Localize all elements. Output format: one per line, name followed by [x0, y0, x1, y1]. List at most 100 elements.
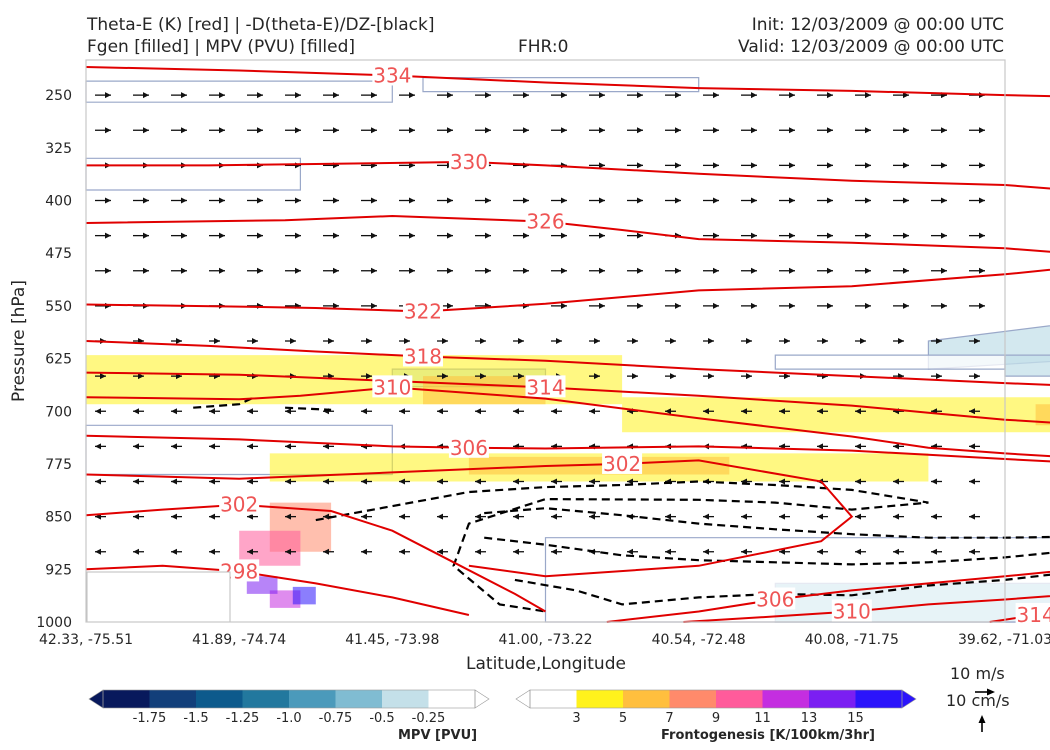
- theta-e-contour-label: 310: [833, 599, 871, 623]
- frontogenesis-region: [468, 456, 730, 475]
- wind-vector-head: [209, 478, 215, 485]
- wind-vector-head: [257, 267, 263, 274]
- wind-vector-head: [409, 162, 415, 169]
- wind-vector-head: [437, 513, 443, 520]
- wind-vector-head: [133, 478, 139, 485]
- wind-vector-head: [285, 478, 291, 485]
- wind-vector-head: [746, 373, 752, 380]
- mpv-region: [774, 354, 1006, 370]
- wind-vector-head: [637, 232, 643, 239]
- wind-vector-head: [599, 162, 605, 169]
- theta-e-contour-label: 334: [373, 63, 411, 87]
- wind-vector-head: [399, 548, 405, 555]
- ref-vertical-label: 10 cm/s: [946, 691, 1010, 710]
- frontogenesis-region: [292, 586, 316, 605]
- wind-vector-head: [741, 408, 747, 415]
- wind-vector-head: [599, 197, 605, 204]
- wind-vector-head: [551, 548, 557, 555]
- wind-vector-head: [903, 232, 909, 239]
- wind-vector-head: [171, 548, 177, 555]
- theta-e-contour-label: 302: [603, 452, 641, 476]
- fgen-colorbar-label: Frontogenesis [K/100km/3hr]: [661, 728, 875, 743]
- wind-vector-head: [561, 92, 567, 99]
- wind-vector-head: [100, 373, 106, 380]
- wind-vector-head: [523, 267, 529, 274]
- theta-e-label-bg: [402, 299, 443, 322]
- x-axis-label: Latitude,Longitude: [466, 654, 626, 674]
- x-tick-label: 40.54, -72.48: [652, 632, 746, 648]
- theta-e-label-bg: [372, 375, 413, 398]
- wind-vector-head: [637, 197, 643, 204]
- wind-vector-head: [969, 408, 975, 415]
- wind-vector-head: [333, 127, 339, 134]
- colorbar-frame: [529, 689, 903, 709]
- wind-vector-head: [333, 92, 339, 99]
- wind-vector-head: [475, 513, 481, 520]
- wind-vector-head: [637, 162, 643, 169]
- colorbar-swatch: [762, 690, 810, 708]
- theta-e-contour: [85, 386, 1050, 458]
- colorbar-frame: [102, 689, 476, 709]
- wind-vector-head: [903, 127, 909, 134]
- wind-vector-head: [903, 197, 909, 204]
- wind-vector-head: [485, 127, 491, 134]
- wind-vector-head: [855, 443, 861, 450]
- wind-vector-head: [219, 92, 225, 99]
- wind-vector-head: [95, 408, 101, 415]
- wind-vector-head: [409, 232, 415, 239]
- wind-vector-head: [784, 338, 790, 344]
- wind-vector-head: [442, 373, 448, 380]
- theta-e-contour-label: 330: [450, 150, 488, 174]
- wind-vector-head: [817, 548, 823, 555]
- wind-vector-head: [181, 92, 187, 99]
- wind-vector-head: [475, 408, 481, 415]
- wind-vector-head: [789, 232, 795, 239]
- wind-vector-head: [247, 548, 253, 555]
- wind-vector-head: [181, 232, 187, 239]
- wind-vector-head: [974, 338, 980, 344]
- wind-vector-head: [257, 92, 263, 99]
- y-tick-label: 550: [45, 299, 72, 315]
- wind-vector-head: [589, 513, 595, 520]
- wind-vector-head: [855, 408, 861, 415]
- init-time: Init: 12/03/2009 @ 00:00 UTC: [751, 15, 1004, 35]
- wind-vector-head: [285, 548, 291, 555]
- wind-vector-head: [295, 127, 301, 134]
- y-tick-label: 700: [45, 404, 72, 420]
- frontogenesis-colorbar: 3 5 7 9 11 13 15: [515, 689, 917, 726]
- wind-vector-head: [551, 408, 557, 415]
- wind-vector-head: [404, 338, 410, 344]
- theta-e-label-bg: [525, 375, 566, 398]
- colorbar-min-extension: [88, 689, 104, 709]
- wind-vector-head: [285, 408, 291, 415]
- wind-vector-head: [936, 338, 942, 344]
- wind-vector-head: [371, 127, 377, 134]
- wind-vector-head: [817, 408, 823, 415]
- wind-vector-head: [138, 373, 144, 380]
- forecast-hour: FHR:0: [518, 37, 569, 57]
- wind-vector-head: [437, 548, 443, 555]
- wind-vector-head: [556, 338, 562, 344]
- x-tick-label: 39.62, -71.03: [958, 632, 1050, 648]
- valid-time: Valid: 12/03/2009 @ 00:00 UTC: [738, 37, 1004, 57]
- wind-vector-head: [979, 232, 985, 239]
- wind-vector-head: [442, 338, 448, 344]
- wind-vector-head: [670, 338, 676, 344]
- wind-vector-head: [105, 267, 111, 274]
- wind-vector-head: [827, 232, 833, 239]
- y-tick-label: 250: [45, 88, 72, 104]
- wind-vector-head: [751, 232, 757, 239]
- wind-vector-head: [409, 267, 415, 274]
- wind-vector-head: [713, 302, 719, 309]
- wind-vector-head: [637, 302, 643, 309]
- colorbar-swatch: [623, 690, 670, 708]
- wind-vector-head: [447, 92, 453, 99]
- mpv-fill-layer: [85, 77, 1050, 623]
- y-axis: 250 325 400 475 550 625 700 775 850 925 1000: [36, 88, 72, 631]
- colorbar-tick-label: -0.25: [412, 711, 446, 726]
- wind-vector-head: [371, 232, 377, 239]
- wind-vector-head: [589, 408, 595, 415]
- wind-vector-head: [333, 267, 339, 274]
- theta-e-label-bg: [831, 599, 872, 622]
- y-tick-label: 475: [45, 246, 72, 262]
